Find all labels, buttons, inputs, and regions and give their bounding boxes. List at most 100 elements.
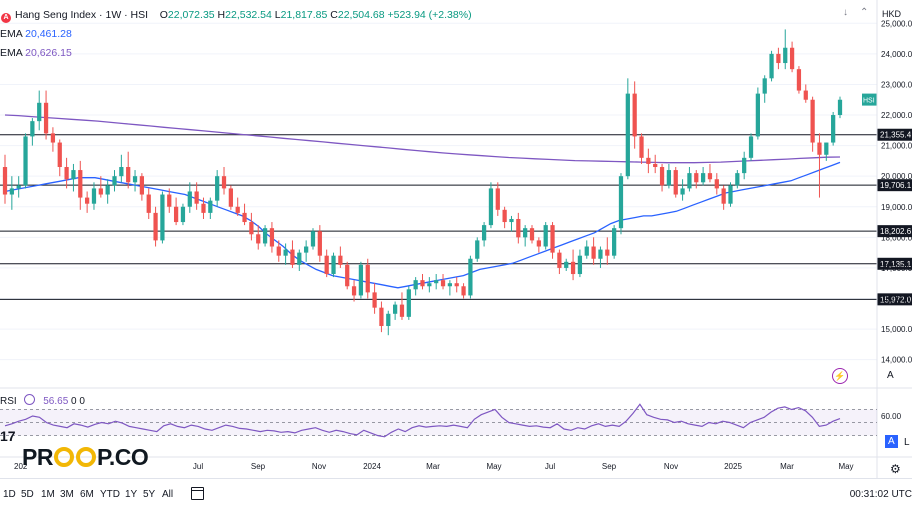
rsi-legend[interactable]: RSI 56.65 0 0 <box>0 394 85 407</box>
calendar-icon[interactable] <box>191 487 204 500</box>
arrow-down-icon[interactable]: ↓ <box>843 7 848 18</box>
settings-gear-icon[interactable]: ⚙ <box>890 462 901 476</box>
ema200-label: EMA <box>0 47 23 59</box>
watermark-ring-icon <box>75 447 96 467</box>
candle-body <box>358 264 364 296</box>
candle-body <box>694 173 699 183</box>
candle-body <box>78 170 83 198</box>
candle-body <box>659 167 665 186</box>
log-scale-button[interactable]: L <box>904 437 910 448</box>
candle-body <box>605 249 610 256</box>
candle-body <box>516 218 521 238</box>
utc-clock[interactable]: 00:31:02 UTC <box>849 489 912 500</box>
candle-body <box>755 93 760 137</box>
candle-body <box>728 185 733 204</box>
time-tick-label: Nov <box>664 462 678 471</box>
candle-body <box>461 286 466 296</box>
candle-body <box>673 170 678 195</box>
timeframe-1m[interactable]: 1M <box>41 489 55 500</box>
candle-body <box>256 234 261 244</box>
chevron-up-icon[interactable]: ⌃ <box>860 7 869 18</box>
candle-body <box>529 228 535 241</box>
candle-body <box>557 252 562 268</box>
timeframe-ytd[interactable]: YTD <box>100 489 120 500</box>
candle-body <box>570 261 576 275</box>
candle-body <box>783 47 788 64</box>
candle-body <box>495 188 500 210</box>
time-tick-label: Mar <box>780 462 794 471</box>
support-resistance-levels: 21,355.4 19,706.1 18,202.6 17,135.1 15,972.0 <box>0 128 912 306</box>
timeframe-1y[interactable]: 1Y <box>125 489 138 500</box>
candle-body <box>85 197 90 204</box>
candle-body <box>653 163 658 168</box>
candle-body <box>769 53 774 79</box>
ohlc-high-key: H <box>217 9 226 21</box>
candle-body <box>639 136 644 158</box>
time-tick-label: 2025 <box>724 462 742 471</box>
symbol-row[interactable]: A Hang Seng Index · 1W · HSI O22,072.35 H… <box>0 6 472 25</box>
price-tick-label: 23,000.0 <box>881 80 912 89</box>
candle-body <box>187 191 192 207</box>
ema20-legend[interactable]: EMA 20,461.28 <box>0 25 472 44</box>
candle-body <box>454 283 459 287</box>
candle-body <box>406 289 411 317</box>
candle-body <box>420 280 425 287</box>
candle-body <box>721 188 726 204</box>
ema200-legend[interactable]: EMA 20,626.15 <box>0 44 472 63</box>
candle-body <box>393 304 398 314</box>
level-label: 19,706.1 <box>880 181 912 190</box>
rsi-line <box>4 403 841 438</box>
candle-body <box>789 47 795 70</box>
level-tag <box>877 128 912 141</box>
price-tick-label: 14,000.0 <box>881 356 912 365</box>
price-tick-label: 20,000.0 <box>881 172 912 181</box>
price-grid <box>0 22 877 361</box>
timeframe-1d[interactable]: 1D <box>3 489 16 500</box>
symbol-name[interactable]: Hang Seng Index · 1W · HSI <box>15 9 149 21</box>
watermark-logo: PR P.CO <box>22 444 149 471</box>
candle-body <box>550 225 555 253</box>
eye-icon[interactable] <box>24 394 36 405</box>
ema20-label: EMA <box>0 28 23 40</box>
time-tick-label: Sep <box>602 462 617 471</box>
watermark-p: P.CO <box>96 444 149 470</box>
time-tick-label: Mar <box>426 462 440 471</box>
lightning-icon[interactable]: ⚡ <box>832 368 848 384</box>
timeframe-5d[interactable]: 5D <box>21 489 34 500</box>
time-tick-label: May <box>838 462 853 471</box>
currency-label[interactable]: HKD <box>882 9 902 19</box>
candle-body <box>591 246 596 259</box>
level-label: 21,355.4 <box>880 131 912 140</box>
rsi-axis-label: 60.00 <box>881 412 902 421</box>
candle-body <box>824 142 829 155</box>
price-tick-label: 15,000.0 <box>881 325 912 334</box>
watermark-pr: PR <box>22 444 53 470</box>
candle-body <box>16 185 21 189</box>
candle-body <box>748 136 754 158</box>
timeframe-all[interactable]: All <box>162 489 174 500</box>
candle-body <box>208 200 213 213</box>
ohlc-high-value: 22,532.54 <box>225 9 272 21</box>
candle-body <box>427 283 432 287</box>
candle-body <box>735 173 740 186</box>
price-axis[interactable]: 14,000.0 15,000.0 16,000.0 17,000.0 18,000.0… <box>876 0 912 478</box>
candle-body <box>796 69 802 91</box>
auto-scale-button[interactable]: A <box>887 370 894 381</box>
candle-body <box>481 225 487 241</box>
candle-body <box>194 191 199 204</box>
rsi-pane: 60.00 <box>0 387 912 438</box>
candle-body <box>167 194 172 207</box>
candle-body <box>160 194 165 241</box>
timeframe-3m[interactable]: 3M <box>60 489 74 500</box>
auto-scale-rsi-button[interactable]: A <box>885 435 898 448</box>
timeframe-5y[interactable]: 5Y <box>143 489 156 500</box>
time-axis[interactable]: 202 Jul Sep Nov 2024 Mar May Jul Sep Nov 2025 Mar Ma… <box>0 456 912 471</box>
rsi-value: 56.65 <box>43 396 69 407</box>
price-tick-label: 17,000.0 <box>881 264 912 273</box>
ohlc-low-key: L <box>274 9 281 21</box>
candle-body <box>468 258 473 296</box>
candle-body <box>242 212 247 223</box>
candle-body <box>598 249 603 259</box>
timeframe-6m[interactable]: 6M <box>80 489 94 500</box>
